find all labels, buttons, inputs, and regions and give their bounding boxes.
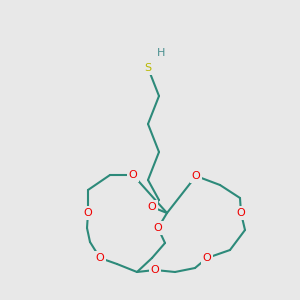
- Text: O: O: [237, 208, 245, 218]
- Text: O: O: [202, 253, 211, 263]
- Text: O: O: [192, 171, 200, 181]
- Text: O: O: [129, 170, 137, 180]
- Text: H: H: [157, 48, 165, 58]
- Text: O: O: [148, 202, 156, 212]
- Text: O: O: [151, 265, 159, 275]
- Text: O: O: [154, 223, 162, 233]
- Text: S: S: [144, 63, 152, 73]
- Text: O: O: [84, 208, 92, 218]
- Text: O: O: [96, 253, 104, 263]
